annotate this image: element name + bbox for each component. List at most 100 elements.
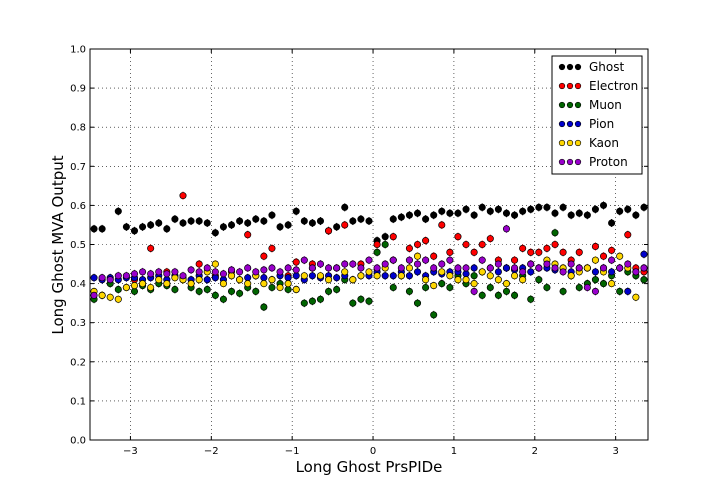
proton-point: [155, 268, 163, 276]
ghost-point: [268, 211, 276, 219]
proton-point: [454, 264, 462, 272]
kaon-point: [470, 280, 478, 288]
legend-label-proton: Proton: [589, 155, 628, 169]
pion-point: [381, 272, 389, 280]
ghost-point: [163, 225, 171, 233]
ghost-point: [179, 219, 187, 227]
electron-point: [454, 233, 462, 241]
x-tick-label: 0: [370, 446, 376, 457]
electron-point: [341, 221, 349, 229]
ghost-point: [365, 217, 373, 225]
proton-point: [292, 266, 300, 274]
muon-point: [381, 240, 389, 249]
proton-point: [559, 268, 567, 276]
proton-point: [122, 272, 130, 280]
proton-point: [236, 268, 244, 276]
proton-point: [624, 260, 632, 268]
ghost-point: [90, 225, 98, 233]
muon-point: [325, 287, 333, 295]
muon-point: [446, 283, 454, 292]
proton-point: [478, 256, 486, 264]
kaon-point: [244, 280, 252, 288]
proton-point: [139, 268, 147, 276]
ghost-point: [139, 223, 147, 231]
ghost-point: [292, 207, 300, 215]
ghost-point: [284, 221, 292, 229]
kaon-point: [486, 272, 494, 280]
pion-point: [413, 268, 422, 276]
proton-point: [567, 260, 575, 268]
electron-point: [599, 252, 608, 260]
muon-point: [599, 280, 608, 288]
proton-point: [147, 270, 155, 278]
legend-label-muon: Muon: [589, 98, 622, 112]
x-tick-label: 3: [612, 446, 618, 457]
pion-point: [470, 264, 478, 272]
muon-point: [308, 297, 316, 305]
muon-point: [195, 287, 203, 295]
legend-marker-electron: [558, 82, 566, 90]
proton-point: [462, 264, 470, 272]
muon-point: [527, 295, 535, 303]
proton-point: [632, 268, 640, 276]
pion-point: [211, 274, 219, 282]
pion-point: [527, 268, 535, 276]
pion-point: [284, 274, 292, 282]
ghost-point: [349, 217, 357, 225]
ghost-point: [300, 217, 308, 225]
kaon-point: [292, 285, 300, 294]
electron-point: [244, 231, 252, 239]
kaon-point: [478, 268, 486, 276]
legend-box: [551, 55, 643, 175]
kaon-point: [462, 276, 470, 284]
proton-point: [583, 283, 591, 292]
legend-marker-muon: [558, 101, 566, 109]
electron-point: [179, 192, 187, 200]
kaon-point: [122, 283, 130, 292]
kaon-point: [227, 272, 236, 280]
legend-marker-proton: [566, 158, 574, 166]
proton-point: [211, 268, 219, 276]
legend-marker-electron: [574, 82, 582, 90]
muon-point: [203, 285, 211, 294]
kaon-point: [268, 276, 276, 284]
axis-ticks: −3 −2 −1 0 1 2 3 0.0 0.1 0.2 0.3 0.4 0.5 0.6 0.7 0.8 0.9…: [70, 45, 648, 457]
electron-point: [551, 240, 559, 249]
x-axis-label: Long Ghost PrsPIDe: [296, 458, 443, 476]
proton-point: [494, 260, 502, 268]
ghost-point: [624, 205, 632, 213]
kaon-point: [325, 276, 333, 284]
proton-point: [373, 264, 381, 272]
ghost-point: [502, 209, 511, 217]
ghost-point: [591, 205, 599, 213]
muon-point: [616, 287, 624, 295]
legend-marker-pion: [566, 120, 574, 128]
legend-marker-ghost: [574, 63, 582, 71]
y-tick-label: 0.5: [70, 240, 86, 251]
proton-point: [527, 260, 535, 268]
proton-point: [333, 264, 341, 272]
electron-point: [624, 231, 632, 239]
pion-point: [608, 268, 616, 276]
electron-point: [608, 246, 616, 254]
ghost-point: [211, 229, 219, 237]
muon-point: [559, 287, 567, 295]
muon-point: [575, 283, 583, 292]
ghost-point: [405, 211, 413, 219]
muon-point: [478, 291, 486, 299]
legend: Ghost Electron Muon Pion Kaon Proton: [551, 55, 643, 175]
muon-point: [438, 280, 446, 288]
legend-marker-pion: [574, 120, 582, 128]
proton-point: [381, 260, 389, 268]
muon-point: [502, 287, 511, 295]
kaon-point: [187, 280, 195, 288]
muon-point: [219, 295, 227, 303]
electron-point: [325, 227, 333, 235]
kaon-point: [349, 276, 357, 284]
proton-point: [640, 264, 648, 272]
ghost-point: [252, 215, 260, 223]
ghost-point: [454, 209, 462, 217]
proton-point: [98, 274, 106, 282]
y-tick-label: 0.2: [70, 357, 86, 368]
kaon-point: [430, 282, 438, 290]
